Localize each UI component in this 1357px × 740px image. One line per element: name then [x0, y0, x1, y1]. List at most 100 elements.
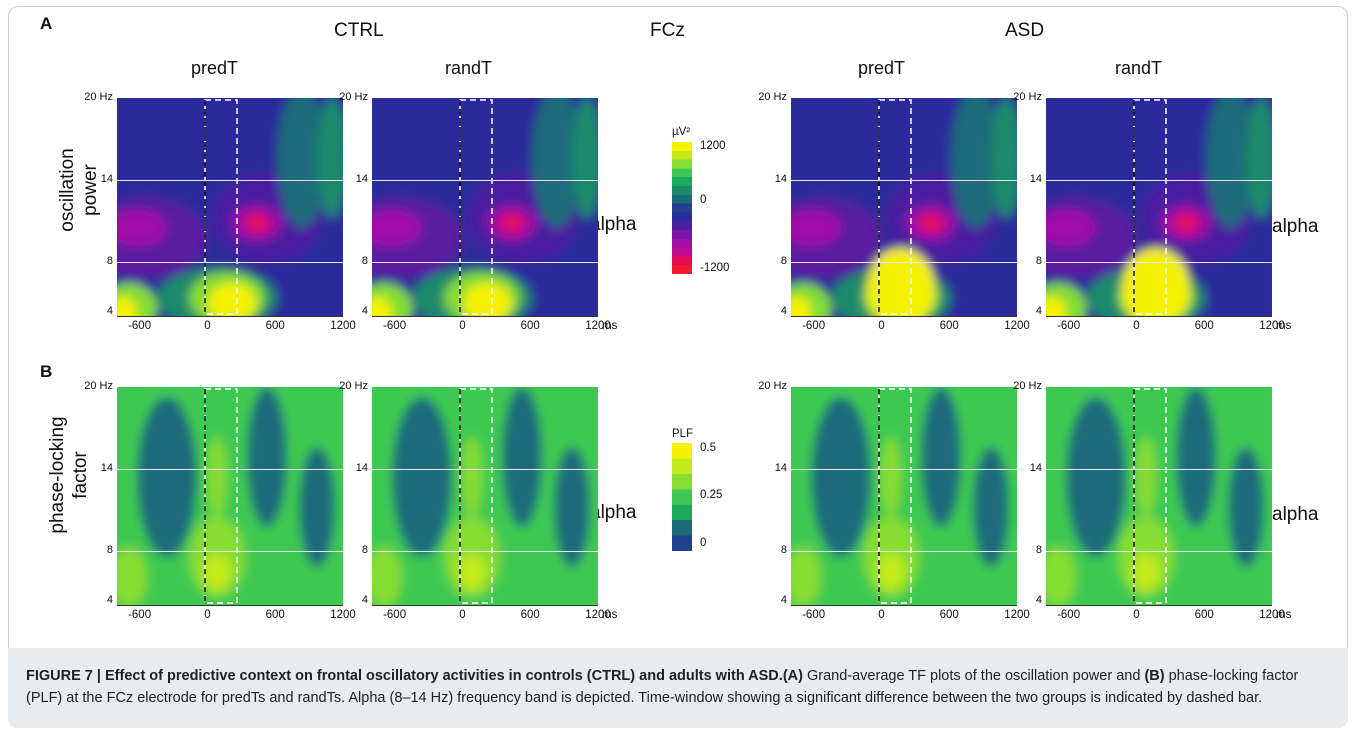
x-tick: 1200 [330, 609, 356, 621]
condition-label-ctrl-rand: randT [445, 58, 493, 78]
y-tick-low: 8 [1035, 255, 1042, 267]
condition-label-asd-pred: predT [858, 58, 906, 78]
y-tick-bottom: 4 [780, 305, 787, 317]
colorbar-power-unit: µV² [672, 126, 691, 138]
tf-plot-ctrl-rand-power [372, 98, 598, 316]
band-line [117, 262, 343, 263]
colorbar-plf-min: 0 [700, 537, 707, 549]
x-tick: 0 [1133, 320, 1140, 332]
x-tick: 0 [878, 609, 885, 621]
x-tick: 0 [204, 320, 211, 332]
band-label-ctrl-power: alpha [590, 214, 637, 235]
electrode-label: FCz [650, 20, 685, 41]
x-axis [372, 605, 598, 606]
x-tick: 0 [878, 320, 885, 332]
x-tick: 600 [520, 609, 540, 621]
band-line [117, 551, 343, 552]
band-line [1046, 469, 1272, 470]
band-line [791, 180, 1017, 181]
band-line [1046, 262, 1272, 263]
x-tick: -600 [1057, 609, 1081, 621]
y-tick-top: 20 Hz [1013, 380, 1042, 392]
x-axis [791, 605, 1017, 606]
band-line [372, 180, 598, 181]
band-line [1046, 551, 1272, 552]
x-tick: 600 [939, 609, 959, 621]
x-tick: -600 [128, 320, 152, 332]
y-tick-bottom: 4 [780, 594, 787, 606]
figure-caption: FIGURE 7 | Effect of predictive context … [26, 665, 1336, 709]
y-tick-low: 8 [1035, 544, 1042, 556]
y-tick-low: 8 [361, 255, 368, 267]
band-line [372, 262, 598, 263]
x-tick: 0 [1133, 609, 1140, 621]
y-tick-top: 20 Hz [84, 380, 113, 392]
condition-label-ctrl-pred: predT [191, 58, 239, 78]
y-tick-low: 8 [780, 544, 787, 556]
tf-plot-ctrl-pred-plf [117, 387, 343, 605]
condition-label-asd-rand: randT [1115, 58, 1163, 78]
caption-a-marker: (A) [782, 668, 803, 684]
x-tick: -600 [128, 609, 152, 621]
tf-plot-asd-pred-power [791, 98, 1017, 316]
group-label-ctrl: CTRL [334, 20, 384, 41]
y-tick-low: 8 [780, 255, 787, 267]
y-tick-bottom: 4 [1035, 594, 1042, 606]
tf-plot-ctrl-rand-plf [372, 387, 598, 605]
x-tick: 0 [459, 609, 466, 621]
x-tick: 1200 [585, 609, 611, 621]
y-tick-mid: 14 [1029, 173, 1042, 185]
y-tick-bottom: 4 [106, 594, 113, 606]
colorbar-power-max: 1200 [700, 140, 726, 152]
caption-text-2: phase-locking factor (PLF) at the FCz el… [26, 668, 1299, 706]
x-tick: 0 [459, 320, 466, 332]
tf-plot-ctrl-pred-power [117, 98, 343, 316]
x-tick: 0 [204, 609, 211, 621]
colorbar-plf [672, 443, 692, 551]
caption-lead: FIGURE 7 | Effect of predictive context … [26, 668, 783, 684]
colorbar-plf-unit: PLF [672, 428, 694, 440]
y-tick-top: 20 Hz [339, 91, 368, 103]
y-tick-low: 8 [106, 544, 113, 556]
band-line [791, 551, 1017, 552]
band-line [117, 180, 343, 181]
x-axis [117, 316, 343, 317]
x-unit: ms [1276, 609, 1292, 621]
x-axis [1046, 605, 1272, 606]
y-tick-top: 20 Hz [758, 380, 787, 392]
x-tick: -600 [802, 609, 826, 621]
group-label-asd: ASD [1005, 20, 1045, 41]
x-tick: 1200 [585, 320, 611, 332]
x-tick: 600 [1194, 320, 1214, 332]
y-tick-top: 20 Hz [339, 380, 368, 392]
y-tick-mid: 14 [774, 173, 787, 185]
tf-plot-asd-pred-plf [791, 387, 1017, 605]
y-tick-mid: 14 [774, 462, 787, 474]
x-unit: ms [602, 609, 618, 621]
x-unit: ms [602, 320, 618, 332]
colorbar-plf-max: 0.5 [700, 442, 716, 454]
x-tick: 1200 [1004, 320, 1030, 332]
band-line [791, 469, 1017, 470]
x-tick: 1200 [1259, 609, 1285, 621]
y-tick-mid: 14 [1029, 462, 1042, 474]
band-line [372, 469, 598, 470]
caption-b-marker: (B) [1144, 668, 1165, 684]
tf-plot-asd-rand-power [1046, 98, 1272, 316]
y-tick-low: 8 [361, 544, 368, 556]
x-axis [117, 605, 343, 606]
x-tick: -600 [802, 320, 826, 332]
band-label-asd-plf: alpha [1272, 504, 1319, 525]
colorbar-power [672, 142, 692, 274]
x-tick: 1200 [1004, 609, 1030, 621]
colorbar-plf-mid: 0.25 [700, 489, 723, 501]
x-tick: -600 [383, 609, 407, 621]
y-tick-top: 20 Hz [758, 91, 787, 103]
band-label-asd-power: alpha [1272, 216, 1319, 237]
y-tick-top: 20 Hz [84, 91, 113, 103]
x-tick: 1200 [1259, 320, 1285, 332]
y-tick-low: 8 [106, 255, 113, 267]
caption-box [8, 648, 1348, 728]
x-unit: ms [1276, 320, 1292, 332]
x-tick: 600 [1194, 609, 1214, 621]
